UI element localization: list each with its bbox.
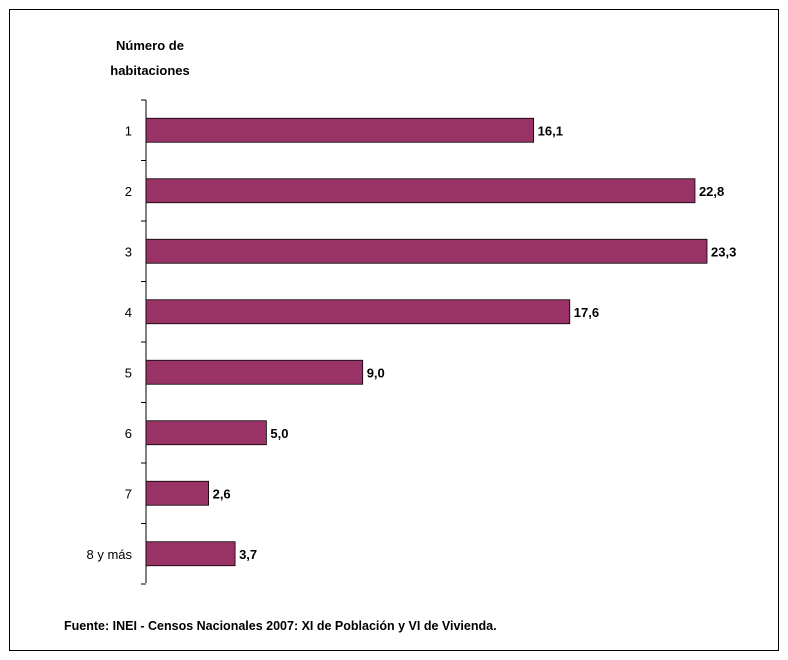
category-label: 2 [125,184,132,199]
value-label: 3,7 [239,547,257,562]
category-label: 8 y más [86,547,132,562]
bar-7 [145,480,210,506]
value-label: 2,6 [213,486,231,501]
category-label: 7 [125,486,132,501]
bar-6 [145,420,267,446]
bar-8 [145,541,236,567]
category-label: 3 [125,244,132,259]
value-label: 9,0 [367,365,385,380]
category-label: 4 [125,305,132,320]
chart-frame [9,9,779,651]
bar-4 [145,299,571,325]
value-label: 23,3 [711,244,736,259]
bar-2 [145,178,696,204]
category-label: 6 [125,426,132,441]
value-label: 16,1 [538,123,563,138]
value-label: 17,6 [574,305,599,320]
value-label: 5,0 [270,426,288,441]
category-label: 1 [125,123,132,138]
y-axis-title-line-2: habitaciones [110,63,189,78]
source-note: Fuente: INEI - Censos Nacionales 2007: X… [64,619,497,633]
value-label: 22,8 [699,184,724,199]
y-axis-title-line-1: Número de [116,38,184,53]
bar-3 [145,238,708,264]
bar-5 [145,359,364,385]
category-label: 5 [125,365,132,380]
bar-1 [145,117,535,143]
